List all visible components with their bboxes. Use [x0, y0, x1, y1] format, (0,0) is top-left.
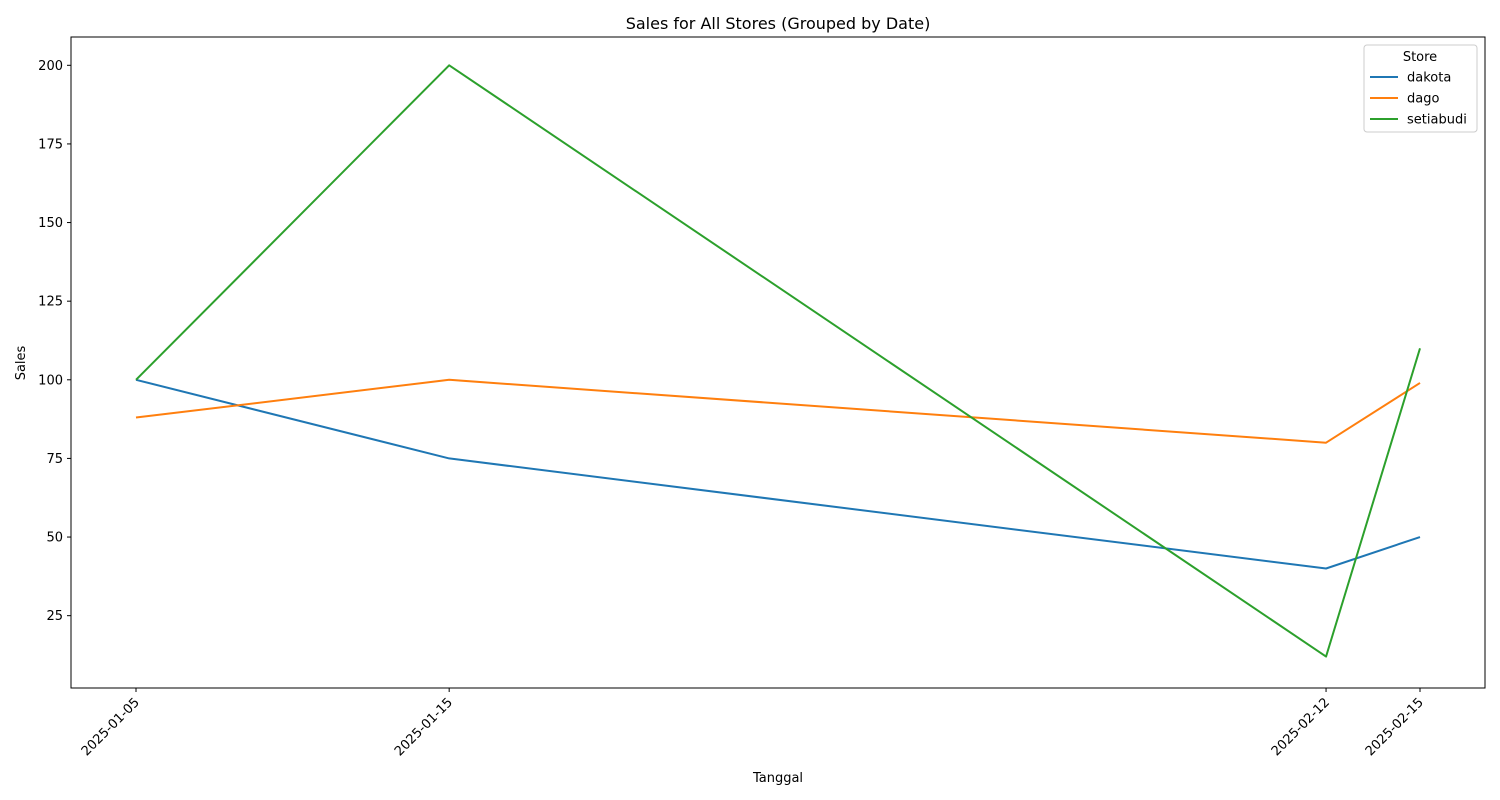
x-tick-label: 2025-02-12: [1269, 695, 1333, 759]
legend-label-setiabudi: setiabudi: [1407, 113, 1467, 128]
legend: Store dakota dago setiabudi: [1363, 44, 1478, 133]
series-line-dago: [135, 378, 1421, 444]
x-axis-ticks: 2025-01-05 2025-01-15 2025-02-12 2025-02-15: [79, 688, 1427, 759]
x-tick-label: 2025-02-15: [1363, 695, 1427, 759]
y-tick-label: 50: [46, 531, 63, 546]
series-line-setiabudi: [135, 64, 1421, 658]
y-tick-label: 150: [38, 216, 63, 231]
x-tick-label: 2025-01-05: [79, 695, 143, 759]
y-tick-label: 75: [46, 452, 63, 467]
x-axis-title: Tanggal: [752, 771, 803, 786]
y-tick-label: 175: [38, 137, 63, 152]
legend-items: dakota dago setiabudi: [1370, 71, 1467, 128]
y-tick-label: 125: [38, 295, 63, 310]
legend-label-dakota: dakota: [1407, 71, 1451, 86]
legend-label-dago: dago: [1407, 92, 1439, 107]
legend-box: [1363, 44, 1478, 133]
series-line-dakota: [135, 378, 1421, 570]
y-tick-label: 25: [46, 609, 63, 624]
y-tick-label: 100: [38, 373, 63, 388]
series-lines: [135, 64, 1421, 658]
plot-frame: [70, 36, 1486, 689]
y-axis-ticks: 25 50 75 100 125 150 175 200: [38, 59, 71, 624]
y-axis-title: Sales: [14, 345, 29, 380]
legend-title: Store: [1403, 50, 1437, 65]
y-tick-label: 200: [38, 59, 63, 74]
chart-title: Sales for All Stores (Grouped by Date): [626, 14, 931, 33]
x-tick-label: 2025-01-15: [392, 695, 456, 759]
